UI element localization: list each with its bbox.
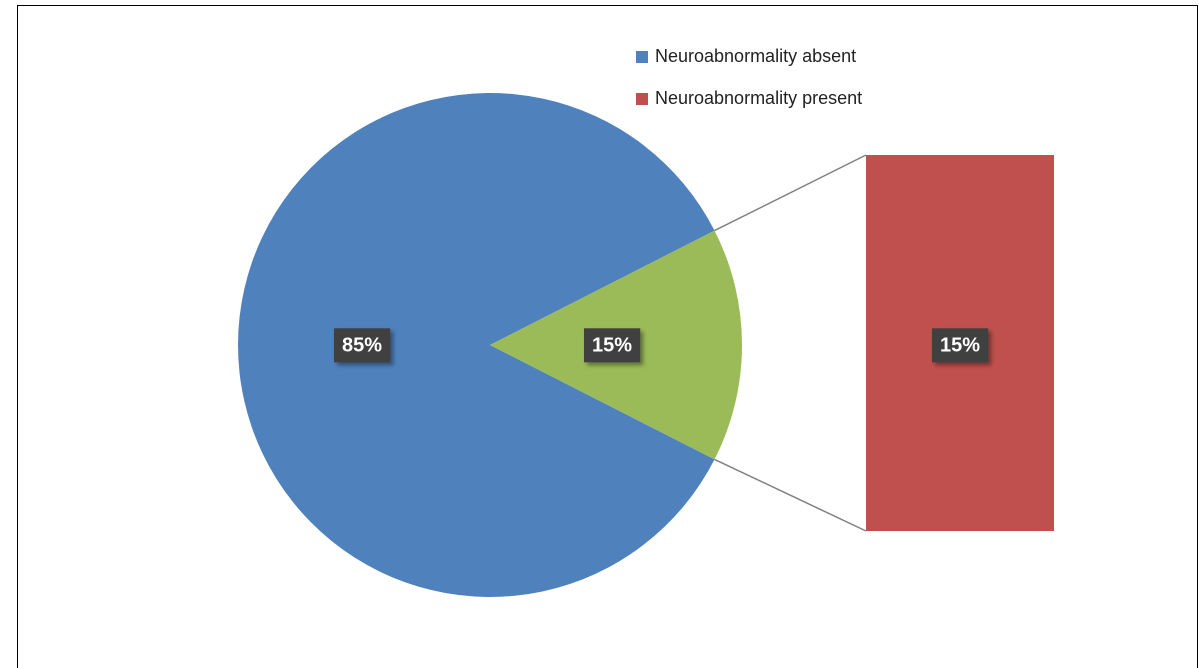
connector-line [714,154,867,232]
legend-label: Neuroabnormality absent [655,46,856,66]
data-label: 85% [342,334,382,356]
data-label-box [583,328,641,363]
pie-slice [238,92,715,598]
data-label: 15% [592,334,632,356]
connector-line [714,458,867,532]
legend-swatch [636,93,648,105]
data-label-box [333,328,391,363]
data-label-box [931,328,989,363]
data-label: 15% [940,334,980,356]
legend-swatch [636,51,648,63]
legend-label: Neuroabnormality present [655,88,862,108]
legend-bg [616,38,916,118]
